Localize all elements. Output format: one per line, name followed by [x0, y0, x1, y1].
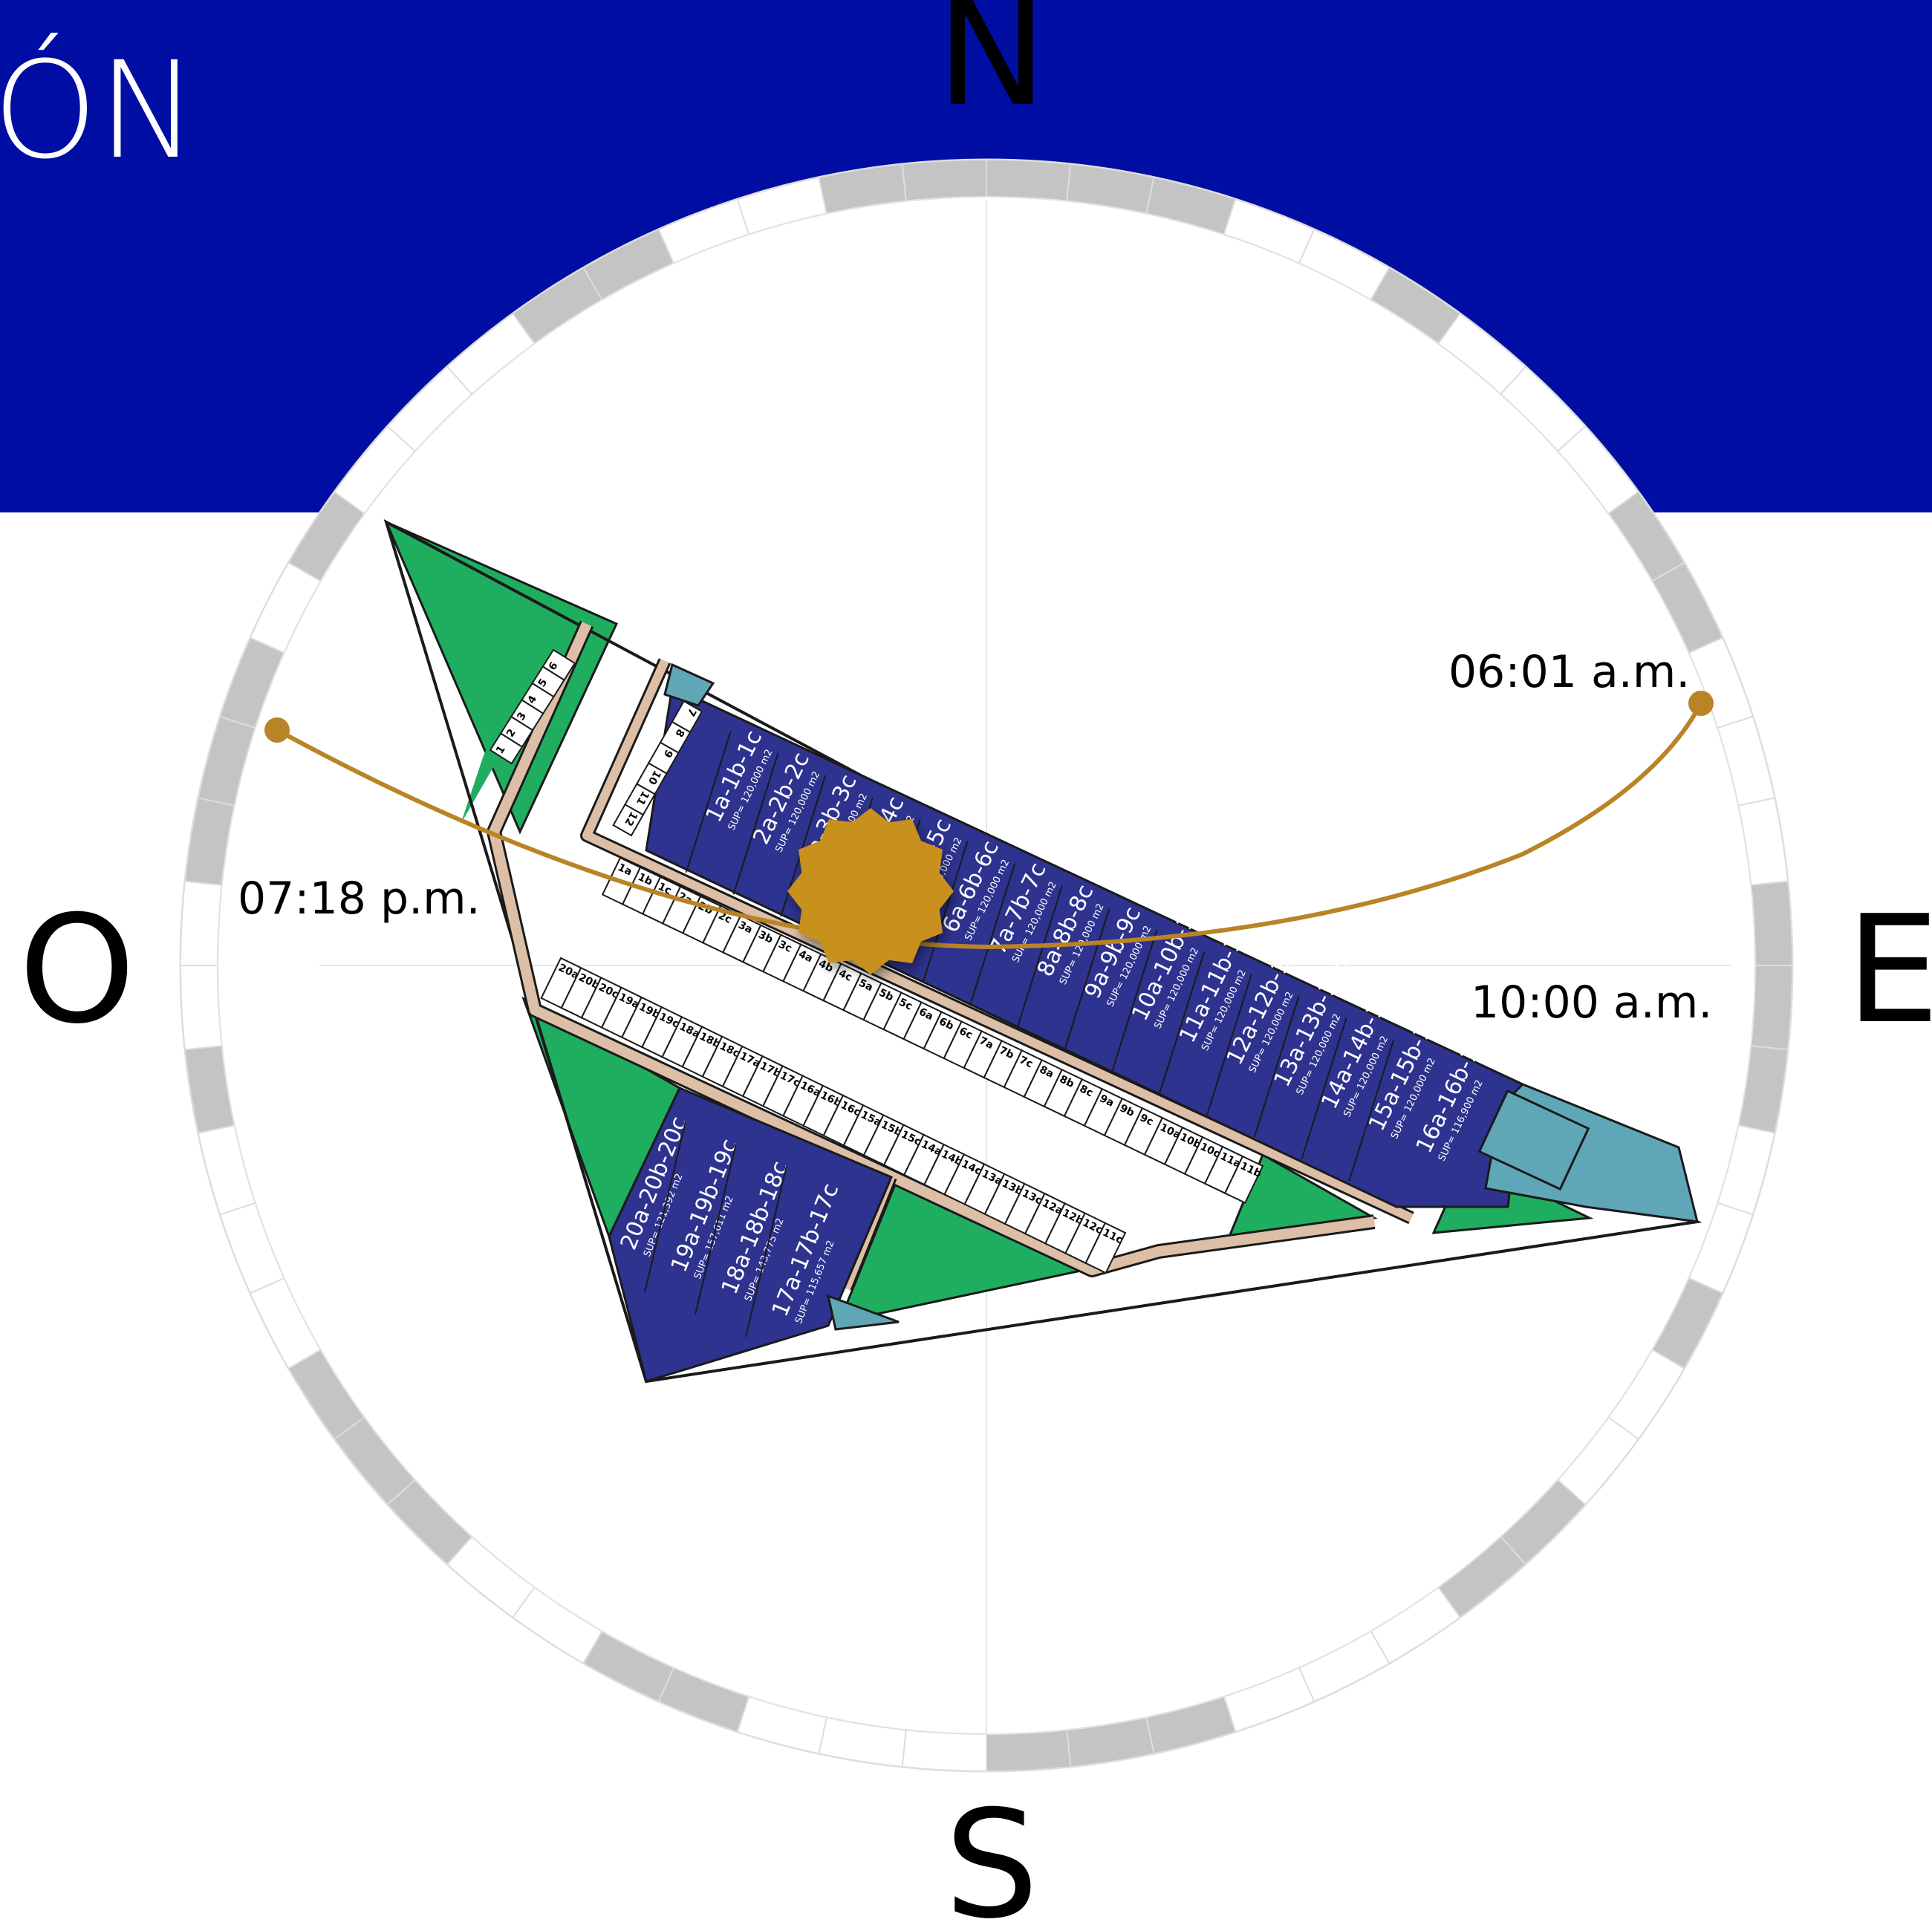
lower-lots-band: [608, 1087, 893, 1383]
cell-item: 9c: [1123, 1107, 1164, 1156]
cell-item: 17c: [761, 1065, 804, 1117]
cell-item: 5c: [882, 991, 923, 1040]
cell-box: [541, 648, 576, 681]
cell-label: 6c: [957, 1025, 975, 1041]
cell-item: 9: [647, 741, 680, 775]
sun-icon: [787, 808, 954, 974]
road-main: [489, 622, 1375, 1275]
cell-label: 6b: [937, 1015, 956, 1032]
north-label: N: [936, 0, 1047, 140]
west-label: O: [19, 884, 135, 1057]
sunrise-marker: [1688, 691, 1714, 716]
cell-label: 6a: [917, 1006, 935, 1023]
lot-divider: [644, 1121, 686, 1293]
cell-label: 3c: [776, 939, 793, 955]
south-label: S: [945, 1779, 1039, 1925]
cell-label: 3a: [736, 919, 754, 937]
lot-divider: [1064, 907, 1110, 1049]
cell-label: 7a: [978, 1035, 995, 1052]
compass-ring-segment: [179, 965, 223, 1051]
lot-divider: [1301, 1017, 1347, 1159]
cell-label: 1a: [616, 861, 634, 879]
facility-north: [663, 662, 715, 707]
sunset-label: 07:18 p.m.: [238, 873, 481, 925]
cell-box: [612, 803, 645, 837]
lot-divider: [1017, 885, 1063, 1027]
compass-ring: [179, 158, 1794, 1773]
cell-label: 4a: [796, 948, 814, 965]
cell-item: 13a: [963, 1163, 1006, 1215]
cell-item: 17a: [721, 1045, 764, 1098]
cell-box: [1084, 1222, 1127, 1274]
cell-label: 9b: [1118, 1102, 1136, 1119]
cell-item: 6: [541, 648, 576, 681]
cell-label: 7c: [1018, 1054, 1035, 1070]
lot-divider: [1348, 1040, 1395, 1182]
facility-southwest: [826, 1294, 900, 1331]
lower-cells-strip: 20a20b20c19a19b19c18a18b18c17a17b17c16a1…: [540, 957, 1127, 1274]
cell-item: 11b: [1223, 1155, 1264, 1204]
lot-divider: [969, 863, 1016, 1006]
cell-item: 10b: [1163, 1126, 1204, 1176]
cell-label: 7b: [998, 1044, 1016, 1061]
cell-item: 19c: [641, 1006, 683, 1058]
lot-divider: [732, 753, 779, 895]
cell-item: 20c: [580, 977, 622, 1029]
cell-label: 8c: [1078, 1083, 1095, 1099]
cell-item: 16c: [822, 1094, 865, 1147]
cell-item: 8: [659, 720, 692, 755]
cell-item: 12: [612, 803, 645, 837]
compass-ring-segment: [986, 1729, 1072, 1773]
cell-label: 8a: [1038, 1064, 1056, 1081]
lot-divider: [695, 1143, 737, 1315]
page-title-fragment: ÓN: [0, 33, 198, 189]
cell-label: 5b: [876, 986, 895, 1003]
cell-item: 4a: [782, 943, 822, 992]
upper-cells-strip: 1a1b1c2a2b2c3a3b3c4a4b4c5a5b5c6a6b6c7a7b…: [601, 856, 1264, 1204]
current-time-label: 10:00 a.m.: [1471, 977, 1712, 1029]
road-inner: [582, 659, 1414, 1222]
cell-label: 5a: [856, 977, 874, 994]
compass-ring-segment: [1750, 965, 1794, 1051]
cell-label: 3b: [756, 929, 775, 946]
cell-label: 9a: [1098, 1092, 1116, 1110]
facility-pool: [1477, 1089, 1590, 1191]
lot-divider: [922, 841, 969, 983]
cell-label: 9c: [1138, 1112, 1155, 1128]
cell-item: 6b: [923, 1011, 963, 1060]
compass-ring-segment: [1750, 880, 1794, 966]
lot-divider: [685, 731, 732, 873]
compass-ring-segment: [179, 880, 223, 966]
lot-divider: [1111, 929, 1158, 1072]
cell-item: 6c: [943, 1020, 983, 1069]
east-label: E: [1846, 884, 1932, 1057]
sunset-marker: [264, 717, 290, 743]
cell-item: 11c: [1084, 1222, 1127, 1274]
lot-divider: [745, 1165, 787, 1338]
cell-item: 14b: [923, 1143, 966, 1196]
cell-item: 2: [499, 715, 534, 748]
sunrise-label: 06:01 a.m.: [1448, 646, 1690, 698]
lot-divider: [1159, 951, 1206, 1093]
cell-label: 1b: [636, 871, 654, 888]
cell-item: 4: [521, 682, 555, 714]
cell-item: 8c: [1063, 1078, 1104, 1127]
compass-ring-segment: [901, 158, 987, 202]
cell-label: 8b: [1058, 1073, 1076, 1090]
cell-label: 4c: [836, 968, 853, 984]
sun-path-arc: [276, 702, 1703, 950]
compass-ring-segment: [901, 1729, 987, 1773]
compass-ring-segment: [986, 158, 1072, 202]
green-area-north: [384, 520, 619, 835]
cell-item: 10: [635, 762, 668, 795]
lot-divider: [1206, 973, 1252, 1115]
cell-label: 5c: [897, 996, 914, 1012]
lot-divider: [780, 775, 827, 917]
lot-divider: [1253, 995, 1300, 1138]
cell-box: [1223, 1155, 1264, 1204]
